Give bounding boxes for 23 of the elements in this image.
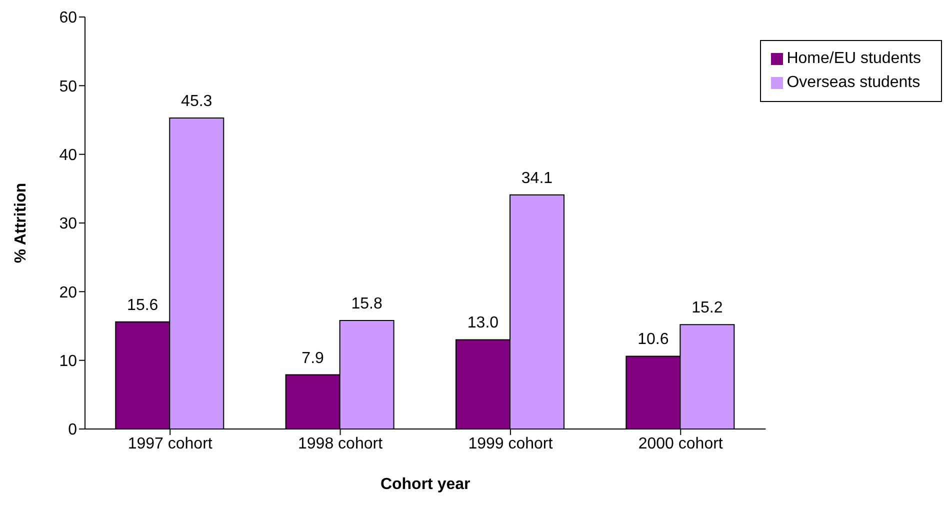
legend-label: Home/EU students bbox=[786, 50, 921, 67]
data-label: 10.6 bbox=[638, 331, 669, 348]
y-tick-label: 30 bbox=[59, 216, 78, 233]
data-label: 7.9 bbox=[302, 350, 324, 367]
x-axis-title: Cohort year bbox=[380, 476, 470, 493]
x-tick-label: 2000 cohort bbox=[638, 435, 724, 452]
data-label: 15.6 bbox=[127, 296, 158, 314]
x-tick-label: 1998 cohort bbox=[298, 435, 384, 452]
x-tick-label: 1997 cohort bbox=[128, 435, 213, 452]
data-label: 45.3 bbox=[181, 92, 212, 110]
x-tick-label: 1999 cohort bbox=[468, 435, 554, 452]
y-tick-label: 0 bbox=[68, 422, 78, 439]
y-tick-label: 50 bbox=[59, 78, 78, 96]
data-label: 13.0 bbox=[467, 314, 499, 332]
data-label: 34.1 bbox=[521, 170, 553, 187]
data-label: 15.8 bbox=[351, 296, 382, 313]
y-tick-label: 20 bbox=[59, 284, 78, 302]
y-tick-label: 40 bbox=[59, 147, 78, 164]
y-tick-label: 10 bbox=[59, 353, 78, 370]
legend-label: Overseas students bbox=[786, 74, 920, 91]
y-tick-label: 60 bbox=[59, 10, 78, 27]
data-label: 15.2 bbox=[692, 300, 723, 317]
y-axis-title: % Attrition bbox=[12, 182, 30, 264]
